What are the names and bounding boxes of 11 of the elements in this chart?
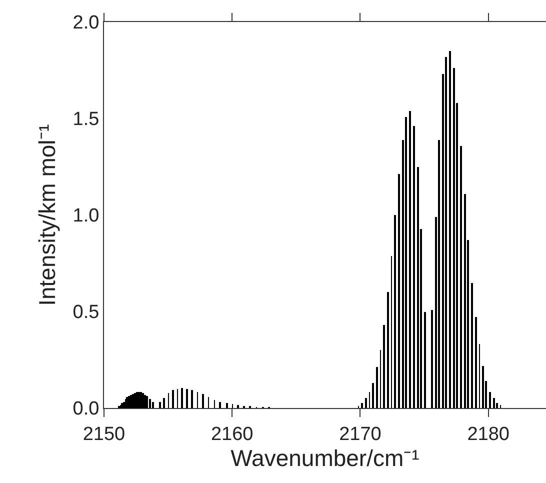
x-axis-title: Wavenumber/cm⁻¹ (230, 444, 420, 471)
x-tick-label: 2170 (339, 424, 382, 445)
y-tick-label: 0.0 (72, 398, 100, 420)
y-tick-label: 1.0 (72, 206, 100, 227)
x-tick-label: 2180 (467, 424, 510, 445)
y-axis-title: Intensity/km mol⁻¹ (34, 124, 60, 306)
y-tick-label: 0.5 (72, 302, 100, 324)
y-tick-label: 2.0 (72, 12, 100, 34)
x-tick-label: 2160 (210, 424, 254, 445)
y-tick-label: 1.5 (72, 109, 100, 130)
x-tick-label: 2150 (82, 424, 126, 445)
